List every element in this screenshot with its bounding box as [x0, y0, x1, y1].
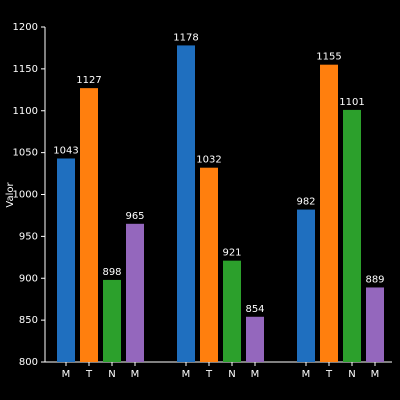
data-label: 1127 [76, 75, 101, 86]
bar [343, 109, 361, 362]
data-label: 898 [102, 267, 121, 278]
y-tick-label: 1200 [13, 22, 38, 33]
x-tick-label: M [182, 369, 191, 380]
bar [103, 279, 121, 362]
data-label: 982 [296, 197, 315, 208]
bar [297, 209, 315, 362]
y-tick-label: 850 [19, 315, 38, 326]
x-tick-label: T [205, 369, 213, 380]
y-tick-label: 1050 [13, 148, 38, 159]
y-tick-label: 1000 [13, 190, 38, 201]
bar [80, 88, 98, 362]
x-tick-label: M [131, 369, 140, 380]
bar [246, 316, 264, 362]
bar [57, 158, 75, 362]
x-tick-label: N [108, 369, 115, 380]
y-tick-label: 950 [19, 231, 38, 242]
data-label: 1155 [316, 52, 341, 63]
y-tick-label: 800 [19, 357, 38, 368]
data-label: 1178 [173, 32, 198, 43]
x-tick-label: N [228, 369, 235, 380]
bar [366, 287, 384, 362]
x-tick-label: M [62, 369, 71, 380]
y-tick-label: 1100 [13, 106, 38, 117]
x-tick-label: M [302, 369, 311, 380]
data-label: 921 [222, 248, 241, 259]
x-tick-label: T [85, 369, 93, 380]
x-tick-label: M [251, 369, 260, 380]
bar [200, 167, 218, 362]
y-tick-label: 900 [19, 273, 38, 284]
x-tick-label: M [371, 369, 380, 380]
y-axis-label: Valor [5, 182, 16, 208]
data-label: 1101 [339, 97, 364, 108]
x-tick-label: T [325, 369, 333, 380]
bar [177, 45, 195, 363]
bar [126, 223, 144, 362]
data-label: 854 [245, 304, 264, 315]
y-tick-label: 1150 [13, 64, 38, 75]
data-label: 889 [365, 274, 384, 285]
data-label: 1032 [196, 155, 221, 166]
bar [223, 260, 241, 362]
data-label: 1043 [53, 145, 78, 156]
data-label: 965 [125, 211, 144, 222]
x-tick-label: N [348, 369, 355, 380]
bar [320, 64, 338, 362]
